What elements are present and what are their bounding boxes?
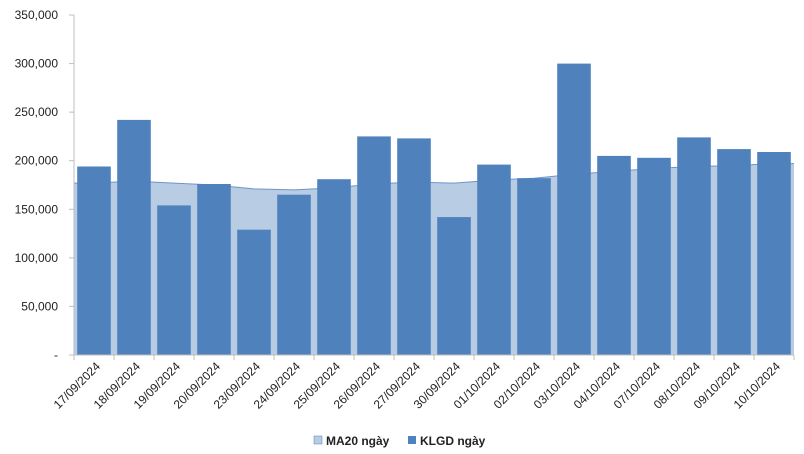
y-tick-label: 100,000	[15, 251, 59, 265]
y-tick-label: 50,000	[21, 299, 58, 313]
bar-klgd-03/10/2024	[557, 63, 591, 355]
legend-label-klgd: KLGD ngày	[420, 434, 486, 448]
bar-klgd-27/09/2024	[397, 138, 431, 355]
bar-klgd-30/09/2024	[437, 217, 471, 355]
y-tick-label: 350,000	[15, 8, 59, 22]
bar-klgd-17/09/2024	[77, 166, 111, 355]
legend-swatch-klgd	[408, 436, 416, 444]
bar-klgd-24/09/2024	[277, 194, 311, 355]
y-tick-label: 250,000	[15, 105, 59, 119]
bar-klgd-26/09/2024	[357, 136, 391, 355]
y-tick-label: 200,000	[15, 154, 59, 168]
y-tick-label: 300,000	[15, 57, 59, 71]
bar-klgd-10/10/2024	[757, 152, 791, 355]
bar-klgd-23/09/2024	[237, 229, 271, 355]
bar-klgd-25/09/2024	[317, 179, 351, 355]
bar-klgd-01/10/2024	[477, 164, 511, 355]
bar-klgd-02/10/2024	[517, 178, 551, 355]
bar-klgd-04/10/2024	[597, 155, 631, 355]
bar-klgd-19/09/2024	[157, 205, 191, 355]
legend-swatch-ma20	[313, 435, 323, 445]
bar-klgd-20/09/2024	[197, 184, 231, 355]
y-tick-label: -	[54, 348, 58, 362]
bar-klgd-09/10/2024	[717, 149, 751, 355]
bar-klgd-08/10/2024	[677, 137, 711, 355]
bar-klgd-18/09/2024	[117, 119, 151, 356]
legend-label-ma20: MA20 ngày	[326, 434, 390, 448]
legend: MA20 ngày KLGD ngày	[313, 434, 486, 448]
bar-layer	[77, 63, 791, 356]
bar-klgd-07/10/2024	[637, 157, 671, 355]
y-tick-label: 150,000	[15, 202, 59, 216]
